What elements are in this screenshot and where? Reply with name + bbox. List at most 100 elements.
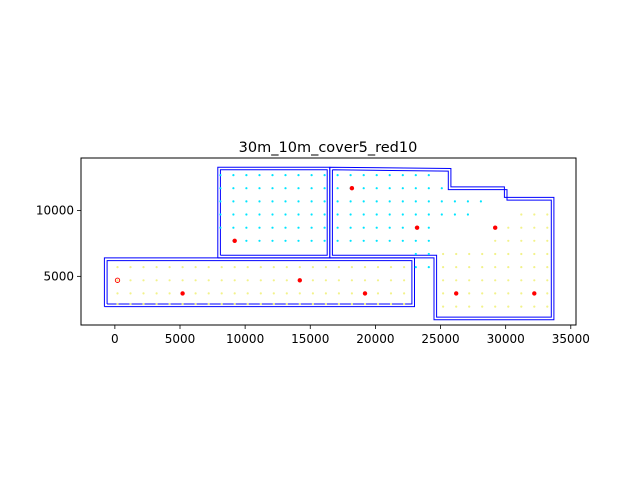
data-point-s1-92 — [442, 252, 445, 256]
data-point-s1-148 — [546, 213, 549, 216]
data-point-s1-24 — [129, 279, 132, 282]
data-point-s1-55 — [233, 292, 236, 295]
x-axis: 0 5000 10000 15000 20000 25000 30000 35000 — [111, 325, 590, 346]
data-point-s1-100 — [546, 252, 549, 256]
data-point-s0-69 — [440, 187, 443, 190]
data-point-s0-83 — [349, 213, 352, 216]
data-point-s0-0 — [219, 174, 222, 177]
data-point-s0-93 — [336, 226, 339, 229]
data-point-s0-21 — [258, 200, 261, 203]
data-point-s2-9 — [532, 291, 537, 296]
data-point-s0-35 — [323, 213, 326, 216]
y-axis: 5000 10000 — [36, 204, 81, 283]
data-point-s1-127 — [546, 292, 549, 295]
x-tick-label: 5000 — [165, 332, 196, 346]
data-point-s1-121 — [468, 292, 471, 295]
data-point-s0-84 — [362, 213, 365, 216]
data-point-s1-40 — [337, 279, 340, 282]
data-point-s1-133 — [507, 305, 510, 308]
data-point-s1-63 — [337, 292, 340, 295]
data-point-s0-37 — [232, 226, 235, 229]
data-point-s1-31 — [220, 279, 223, 282]
data-point-s0-27 — [219, 213, 222, 216]
data-point-s0-76 — [414, 200, 417, 203]
data-point-s0-1 — [232, 174, 235, 177]
data-point-s1-38 — [311, 279, 314, 282]
data-point-s1-26 — [155, 279, 158, 282]
data-point-s0-65 — [388, 187, 391, 190]
data-point-s1-88 — [363, 302, 367, 306]
x-tick-label: 35000 — [552, 332, 590, 346]
y-tick-label: 5000 — [43, 269, 74, 283]
data-point-s0-15 — [297, 187, 300, 190]
data-point-s1-111 — [455, 279, 458, 282]
data-point-s1-17 — [337, 266, 340, 269]
outlines-layer — [103, 166, 555, 321]
data-point-s1-82 — [285, 302, 288, 306]
data-point-s0-79 — [453, 200, 456, 203]
data-point-s0-24 — [297, 200, 300, 203]
data-point-s1-122 — [481, 292, 484, 295]
data-point-s1-132 — [494, 305, 497, 308]
data-point-s1-123 — [494, 292, 497, 295]
data-point-s0-52 — [323, 239, 326, 242]
y-tick-label: 10000 — [36, 204, 74, 218]
data-point-s1-66 — [376, 292, 380, 295]
data-point-s1-113 — [481, 279, 484, 282]
data-point-s1-35 — [272, 279, 275, 282]
data-point-s1-104 — [481, 266, 484, 269]
data-point-s0-112 — [427, 266, 430, 269]
data-point-s0-60 — [427, 174, 430, 177]
data-point-s1-95 — [481, 252, 484, 256]
data-point-s0-58 — [401, 174, 404, 177]
data-point-s0-85 — [375, 213, 378, 216]
data-point-s1-93 — [455, 252, 458, 256]
data-point-s1-18 — [350, 266, 353, 269]
data-point-s1-72 — [155, 302, 158, 306]
data-point-s1-73 — [168, 302, 171, 306]
data-point-s1-28 — [181, 279, 184, 282]
data-point-s0-11 — [245, 187, 248, 190]
data-point-s0-81 — [479, 200, 482, 203]
data-point-s0-98 — [401, 226, 404, 229]
data-point-s1-116 — [520, 279, 523, 282]
data-point-s1-131 — [481, 305, 484, 308]
data-point-s1-32 — [233, 279, 236, 282]
data-point-s1-13 — [285, 266, 288, 269]
data-point-s0-12 — [258, 187, 261, 190]
data-point-s1-129 — [455, 305, 458, 308]
data-point-s1-130 — [468, 305, 471, 308]
data-point-s0-33 — [297, 213, 300, 216]
data-point-s1-78 — [233, 302, 236, 306]
data-point-s1-140 — [533, 239, 536, 242]
data-point-s1-96 — [494, 252, 497, 256]
data-point-s0-82 — [336, 213, 339, 216]
data-point-s1-125 — [520, 292, 523, 295]
data-point-s1-44 — [389, 279, 393, 282]
data-point-s1-62 — [324, 292, 327, 295]
data-point-s1-124 — [507, 292, 510, 295]
data-point-s1-90 — [389, 302, 393, 306]
data-point-s1-45 — [403, 279, 406, 282]
data-point-s0-23 — [284, 200, 287, 203]
x-tick-label: 25000 — [421, 332, 459, 346]
x-tick-label: 20000 — [356, 332, 394, 346]
data-point-s1-139 — [520, 239, 523, 242]
data-point-s0-50 — [297, 239, 300, 242]
data-point-s0-92 — [466, 213, 469, 216]
data-point-s1-114 — [494, 279, 497, 282]
data-point-s1-112 — [468, 279, 471, 282]
data-point-s1-64 — [350, 292, 353, 295]
chart-title: 30m_10m_cover5_red10 — [239, 140, 418, 156]
data-point-s0-36 — [219, 226, 222, 229]
boundary-outline-4 — [329, 166, 555, 321]
data-point-s0-68 — [427, 187, 430, 190]
data-point-s0-104 — [375, 239, 378, 242]
data-point-s1-59 — [285, 292, 288, 295]
data-point-s1-30 — [207, 279, 210, 282]
data-point-s0-97 — [388, 226, 391, 229]
data-point-s0-101 — [336, 239, 339, 242]
data-point-s0-95 — [362, 226, 365, 229]
data-point-s0-18 — [219, 200, 222, 203]
data-point-s0-53 — [336, 174, 339, 177]
